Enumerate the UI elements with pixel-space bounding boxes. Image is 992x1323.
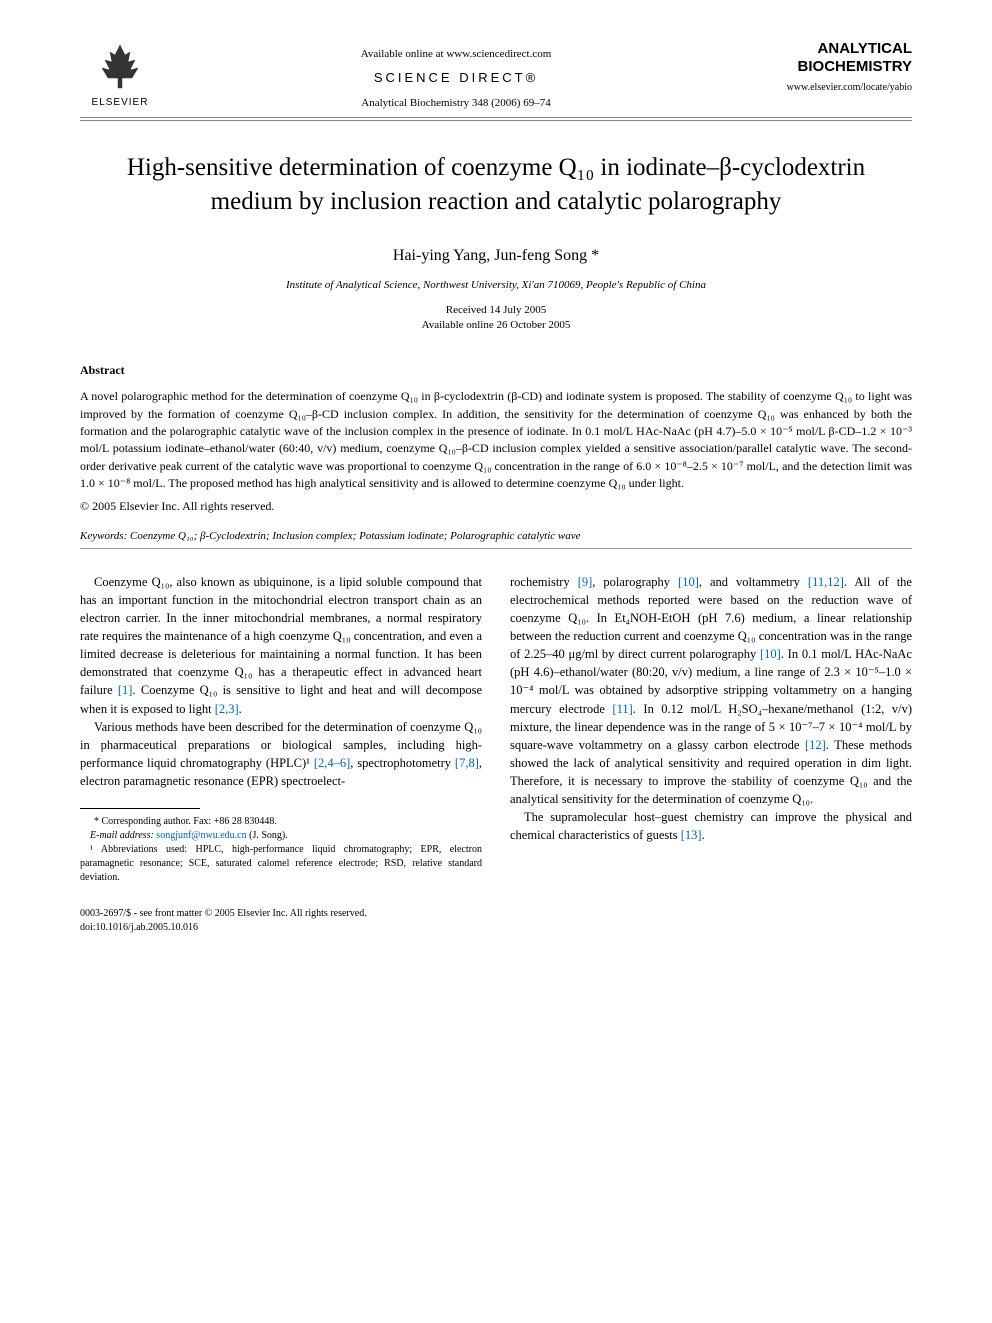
elsevier-logo: ELSEVIER (80, 40, 160, 108)
body-columns: Coenzyme Q₁₀, also known as ubiquinone, … (80, 573, 912, 886)
authors: Hai-ying Yang, Jun-feng Song * (80, 247, 912, 265)
ref-link-12[interactable]: [12] (805, 738, 826, 752)
ref-link-7-8[interactable]: [7,8] (455, 756, 479, 770)
email-line: E-mail address: songjunf@nwu.edu.cn (J. … (80, 829, 482, 843)
available-online-text: Available online at www.sciencedirect.co… (160, 48, 752, 60)
ref-link-2-4-6[interactable]: [2,4–6] (314, 756, 350, 770)
footnote-divider (80, 808, 200, 809)
email-link[interactable]: songjunf@nwu.edu.cn (156, 830, 246, 841)
journal-title-line1: ANALYTICAL (752, 40, 912, 58)
ref-link-11[interactable]: [11] (612, 702, 632, 716)
keywords-text: Coenzyme Q₁₀; β-Cyclodextrin; Inclusion … (127, 530, 580, 542)
body-paragraph-2: Various methods have been described for … (80, 718, 482, 791)
journal-title-line2: BIOCHEMISTRY (752, 58, 912, 76)
body-paragraph-3: The supramolecular host–guest chemistry … (510, 808, 912, 844)
dates-block: Received 14 July 2005 Available online 2… (80, 303, 912, 334)
ref-link-10[interactable]: [10] (678, 575, 699, 589)
corresponding-author: * Corresponding author. Fax: +86 28 8304… (80, 815, 482, 829)
abbreviations: ¹ Abbreviations used: HPLC, high-perform… (80, 843, 482, 885)
email-label: E-mail address: (90, 830, 156, 841)
header-center: Available online at www.sciencedirect.co… (160, 40, 752, 109)
header-divider-bottom (80, 120, 912, 121)
available-date: Available online 26 October 2005 (80, 318, 912, 333)
keywords: Keywords: Coenzyme Q₁₀; β-Cyclodextrin; … (80, 530, 912, 542)
body-paragraph-2-cont: rochemistry [9], polarography [10], and … (510, 573, 912, 809)
received-date: Received 14 July 2005 (80, 303, 912, 318)
journal-url: www.elsevier.com/locate/yabio (752, 82, 912, 93)
science-direct-logo: SCIENCE DIRECT® (160, 70, 752, 85)
front-matter: 0003-2697/$ - see front matter © 2005 El… (80, 907, 912, 921)
footnotes: * Corresponding author. Fax: +86 28 8304… (80, 815, 482, 885)
elsevier-label: ELSEVIER (80, 97, 160, 108)
abstract-heading: Abstract (80, 363, 912, 378)
keywords-label: Keywords: (80, 530, 127, 542)
paper-title: High-sensitive determination of coenzyme… (110, 151, 882, 219)
ref-link-10b[interactable]: [10] (760, 647, 781, 661)
elsevier-tree-icon (80, 40, 160, 97)
abstract-copyright: © 2005 Elsevier Inc. All rights reserved… (80, 499, 912, 514)
body-paragraph-1: Coenzyme Q₁₀, also known as ubiquinone, … (80, 573, 482, 718)
bottom-bar: 0003-2697/$ - see front matter © 2005 El… (80, 907, 912, 935)
header-row: ELSEVIER Available online at www.science… (80, 40, 912, 109)
ref-link-2-3[interactable]: [2,3] (215, 702, 239, 716)
journal-title-box: ANALYTICAL BIOCHEMISTRY www.elsevier.com… (752, 40, 912, 93)
doi: doi:10.1016/j.ab.2005.10.016 (80, 921, 912, 935)
affiliation: Institute of Analytical Science, Northwe… (80, 279, 912, 291)
ref-link-9[interactable]: [9] (578, 575, 593, 589)
ref-link-1[interactable]: [1] (118, 683, 133, 697)
section-divider (80, 548, 912, 549)
ref-link-11-12[interactable]: [11,12] (808, 575, 844, 589)
abstract-body: A novel polarographic method for the det… (80, 388, 912, 492)
journal-reference: Analytical Biochemistry 348 (2006) 69–74 (160, 97, 752, 109)
ref-link-13[interactable]: [13] (681, 828, 702, 842)
column-right: rochemistry [9], polarography [10], and … (510, 573, 912, 886)
column-left: Coenzyme Q₁₀, also known as ubiquinone, … (80, 573, 482, 886)
header-divider-top (80, 117, 912, 118)
